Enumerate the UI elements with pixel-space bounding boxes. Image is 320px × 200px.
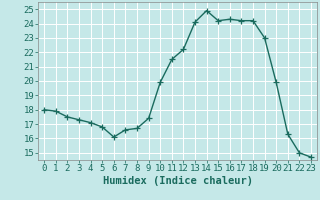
X-axis label: Humidex (Indice chaleur): Humidex (Indice chaleur) — [103, 176, 252, 186]
